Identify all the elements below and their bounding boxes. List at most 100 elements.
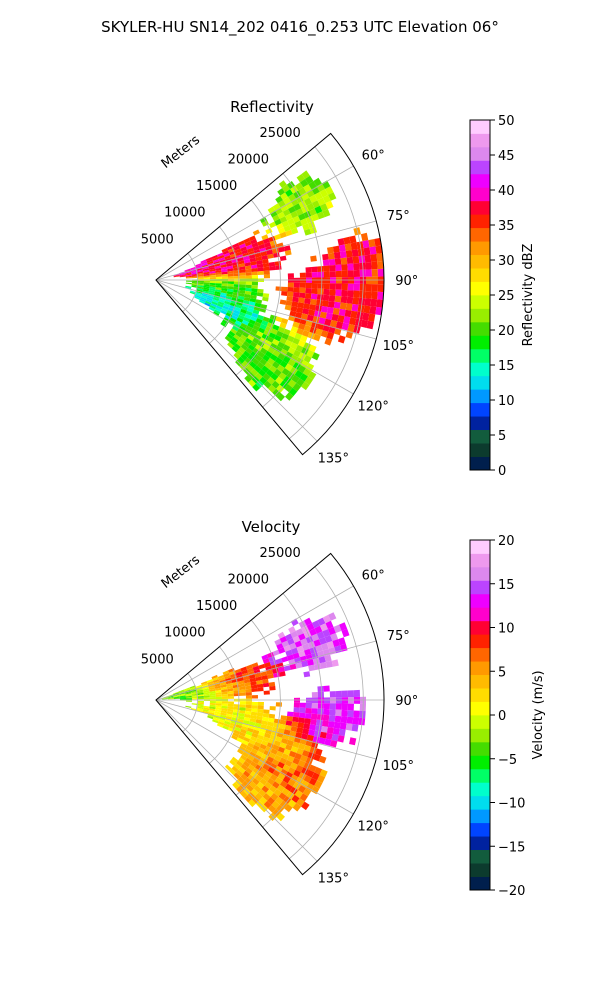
echo-cell: [237, 257, 244, 262]
echo-cell: [292, 321, 300, 329]
echo-cell: [314, 205, 323, 214]
echo-cell: [227, 276, 234, 279]
echo-cell: [314, 780, 323, 789]
echo-cell: [243, 770, 251, 778]
echo-cell: [338, 637, 346, 646]
echo-cell: [262, 763, 270, 771]
echo-cell: [346, 716, 354, 724]
echo-cell: [337, 238, 345, 246]
azimuth-spoke: [155, 279, 318, 442]
echo-cell: [220, 712, 227, 716]
echo-cell: [285, 189, 294, 197]
echo-cell: [290, 198, 299, 207]
echo-cell: [254, 334, 262, 341]
echo-cell: [316, 714, 324, 721]
echo-cell: [250, 684, 258, 689]
echo-cell: [254, 672, 262, 678]
echo-cell: [281, 788, 290, 796]
echo-cell: [275, 796, 284, 805]
echo-cell: [263, 329, 271, 337]
echo-cell: [314, 625, 323, 634]
echo-cell: [330, 740, 338, 748]
echo-cell: [216, 305, 223, 310]
echo-cell: [352, 297, 360, 305]
echo-cell: [279, 636, 288, 644]
echo-cell: [287, 218, 295, 226]
echo-cell: [319, 311, 327, 319]
echo-cell: [233, 322, 241, 329]
echo-cell: [202, 709, 209, 712]
echo-cell: [250, 291, 258, 296]
echo-cell: [199, 298, 206, 303]
echo-cell: [305, 272, 312, 278]
echo-cell: [257, 271, 264, 275]
echo-cell: [323, 288, 330, 296]
colorbar-swatch: [470, 795, 490, 810]
echo-cell: [298, 743, 306, 750]
azimuth-tick-label: 60°: [362, 569, 385, 584]
echo-cell: [261, 675, 268, 680]
echo-cell: [273, 788, 282, 797]
echo-cell: [256, 712, 264, 717]
echo-cell: [274, 261, 282, 266]
echo-cell: [249, 361, 257, 369]
echo-cell: [329, 271, 336, 278]
echo-cell: [231, 314, 238, 321]
colorbar-tick-label: −5: [498, 753, 517, 768]
echo-cell: [287, 755, 295, 763]
echo-cell: [279, 742, 287, 749]
colorbar-swatch: [470, 160, 490, 175]
echo-cell: [240, 728, 247, 734]
echo-cell: [241, 669, 248, 675]
echo-cell: [250, 261, 257, 266]
echo-cell: [190, 686, 197, 690]
echo-cell: [242, 751, 250, 758]
echo-cell: [250, 714, 257, 720]
echo-cell: [237, 715, 245, 720]
colorbar-swatch: [470, 281, 490, 296]
echo-cell: [217, 252, 224, 257]
echo-cell: [237, 677, 244, 682]
echo-cell: [247, 774, 255, 782]
echo-cell: [277, 188, 286, 196]
echo-cell: [329, 283, 336, 290]
echo-cell: [262, 713, 270, 718]
echo-cell: [227, 288, 234, 293]
echo-cell: [162, 698, 168, 700]
echo-cell: [260, 724, 268, 730]
echo-cell: [274, 754, 282, 762]
echo-cell: [250, 771, 258, 778]
echo-cell: [237, 748, 244, 755]
echo-cell: [262, 343, 270, 351]
echo-cell: [200, 295, 208, 299]
echo-cell: [236, 301, 243, 306]
echo-cell: [292, 741, 300, 749]
echo-cell: [244, 733, 252, 740]
echo-cell: [225, 260, 233, 265]
echo-cell: [304, 376, 314, 385]
echo-cell: [267, 253, 274, 259]
echo-cell: [335, 270, 342, 278]
echo-cell: [320, 330, 329, 338]
echo-cell: [215, 287, 222, 291]
echo-cell: [287, 287, 294, 292]
echo-cell: [285, 392, 294, 401]
echo-cell: [312, 620, 320, 629]
echo-cell: [285, 771, 294, 779]
echo-cell: [259, 216, 267, 224]
echo-cell: [297, 340, 306, 348]
reflectivity-colorbar: 0 5 10 15 20 25 30 35 40 45 50 Reflectivity dBZ: [469, 114, 536, 479]
echo-cell: [185, 690, 192, 694]
echo-cell: [236, 317, 244, 323]
echo-cell: [267, 673, 274, 679]
echo-cell: [266, 249, 274, 256]
echo-cell: [210, 303, 217, 308]
echo-cell: [317, 197, 326, 206]
echo-cell: [197, 280, 204, 283]
echo-cell: [366, 276, 372, 285]
echo-cell: [262, 658, 270, 664]
echo-cell: [245, 692, 252, 696]
echo-cell: [363, 305, 371, 314]
echo-cell: [257, 701, 264, 706]
colorbar-swatch: [470, 688, 490, 702]
